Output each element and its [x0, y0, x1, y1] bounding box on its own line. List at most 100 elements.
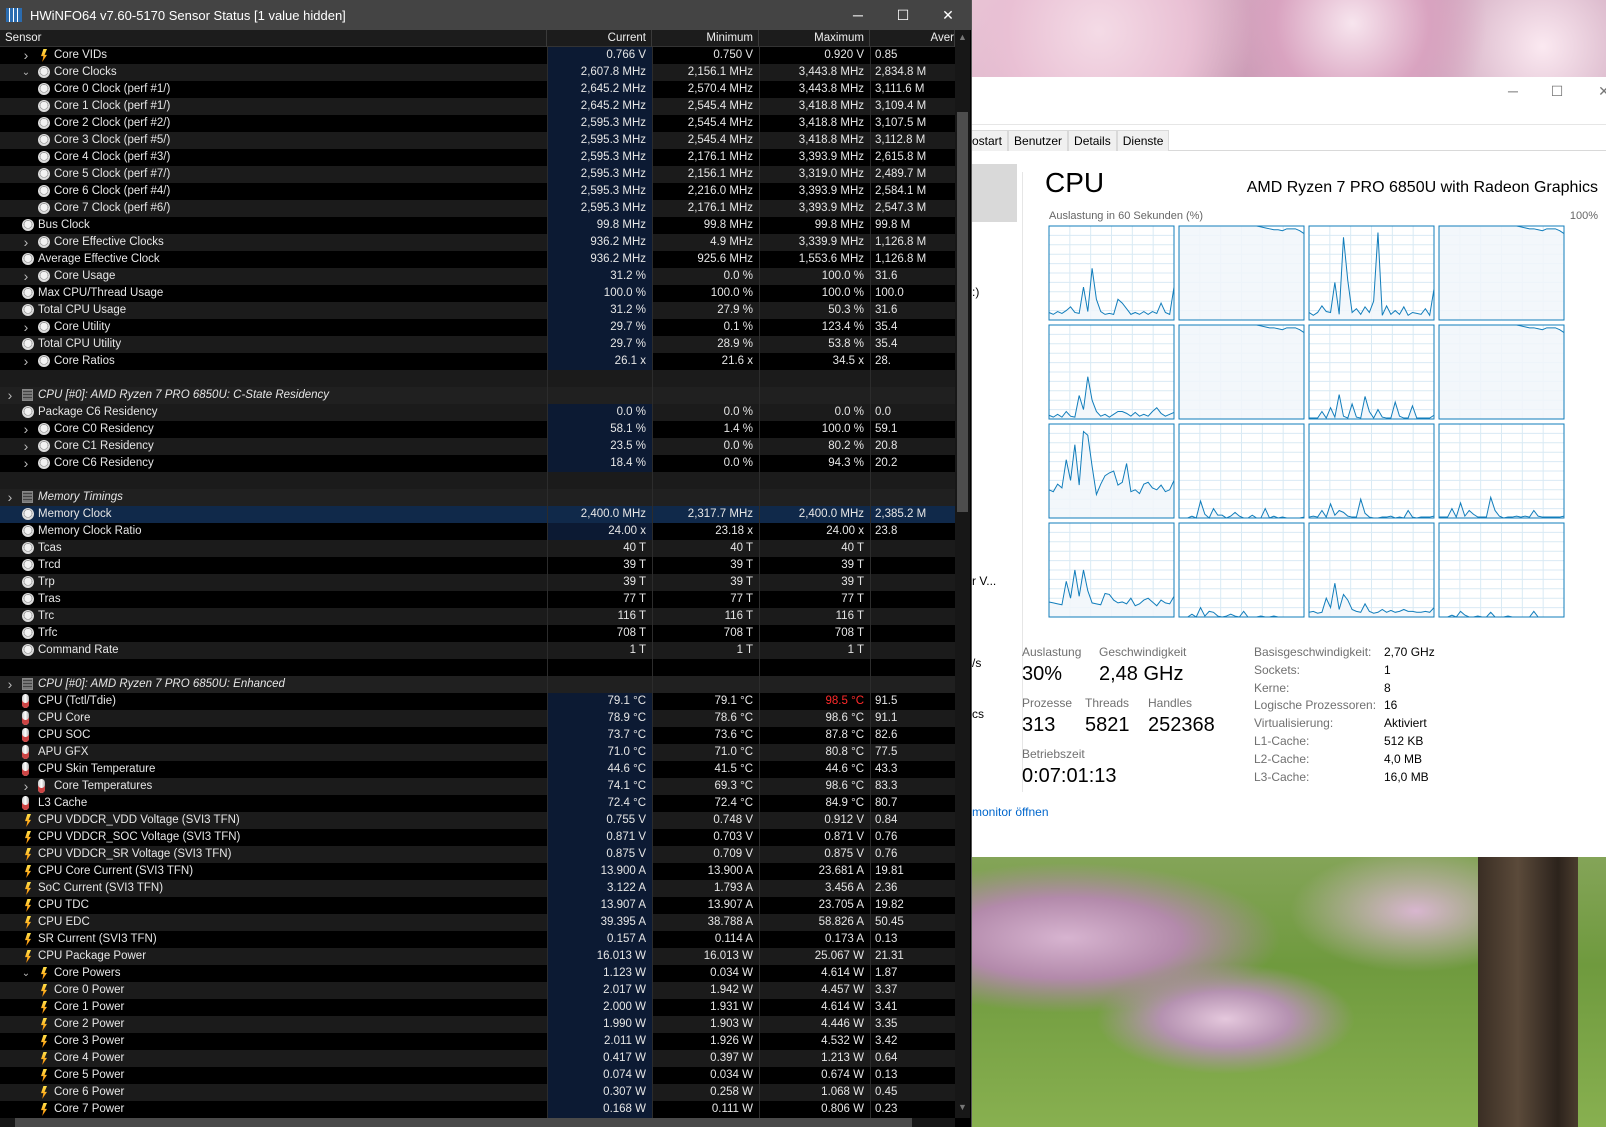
- hwinfo-titlebar[interactable]: HWiNFO64 v7.60-5170 Sensor Status [1 val…: [0, 0, 971, 30]
- sidebar-item-cpu[interactable]: [972, 164, 1017, 222]
- sensor-row[interactable]: CPU VDDCR_SR Voltage (SVI3 TFN) 0.875 V 0.…: [0, 846, 955, 863]
- sensor-row[interactable]: Total CPU Utility 29.7 % 28.9 % 53.8 % 35.4: [0, 336, 955, 353]
- sensor-row[interactable]: Trfc 708 T 708 T 708 T: [0, 625, 955, 642]
- sensor-row[interactable]: CPU TDC 13.907 A 13.907 A 23.705 A 19.82: [0, 897, 955, 914]
- tm-minimize-button[interactable]: ─: [1508, 83, 1518, 99]
- expand-chevron-icon[interactable]: ›: [23, 319, 29, 335]
- tab-dienste[interactable]: Dienste: [1116, 130, 1170, 151]
- scroll-down-icon[interactable]: ▼: [958, 1102, 967, 1112]
- tm-maximize-button[interactable]: ☐: [1550, 83, 1564, 99]
- sensor-row[interactable]: CPU Skin Temperature 44.6 °C 41.5 °C 44.6 °…: [0, 761, 955, 778]
- close-button[interactable]: ✕: [942, 7, 954, 23]
- sidebar-clipped-text[interactable]: r V...: [972, 574, 997, 588]
- vertical-scrollbar[interactable]: ▲ ▼: [955, 30, 970, 1118]
- sensor-row[interactable]: Core 2 Power 1.990 W 1.903 W 4.446 W 3.35: [0, 1016, 955, 1033]
- sensor-row[interactable]: Average Effective Clock 936.2 MHz 925.6 MH…: [0, 251, 955, 268]
- sensor-row[interactable]: Bus Clock 99.8 MHz 99.8 MHz 99.8 MHz 99.8 M: [0, 217, 955, 234]
- expand-chevron-icon[interactable]: ›: [7, 489, 13, 505]
- sensor-row[interactable]: Core 1 Power 2.000 W 1.931 W 4.614 W 3.41: [0, 999, 955, 1016]
- expand-chevron-icon[interactable]: ›: [7, 387, 13, 403]
- minimize-button[interactable]: ─: [853, 7, 863, 23]
- sensor-group-row[interactable]: › CPU [#0]: AMD Ryzen 7 PRO 6850U: Enhanc…: [0, 676, 955, 693]
- sidebar-clipped-text[interactable]: cs: [972, 707, 984, 721]
- sensor-group-row[interactable]: › CPU [#0]: AMD Ryzen 7 PRO 6850U: C-Stat…: [0, 387, 955, 404]
- sensor-row[interactable]: CPU Core Current (SVI3 TFN) 13.900 A 13.90…: [0, 863, 955, 880]
- sensor-row[interactable]: › Core Utility 29.7 % 0.1 % 123.4 % 35.4: [0, 319, 955, 336]
- sensor-row[interactable]: Core 7 Power 0.168 W 0.111 W 0.806 W 0.23: [0, 1101, 955, 1118]
- sensor-row[interactable]: Memory Clock 2,400.0 MHz 2,317.7 MHz 2,400.…: [0, 506, 955, 523]
- expand-chevron-icon[interactable]: ›: [23, 353, 29, 369]
- expand-chevron-icon[interactable]: ›: [23, 47, 29, 63]
- sensor-row[interactable]: Total CPU Usage 31.2 % 27.9 % 50.3 % 31.6: [0, 302, 955, 319]
- sensor-row[interactable]: › Core VIDs 0.766 V 0.750 V 0.920 V 0.85: [0, 47, 955, 64]
- sensor-row[interactable]: › Core Ratios 26.1 x 21.6 x 34.5 x 28.: [0, 353, 955, 370]
- column-sensor[interactable]: Sensor: [0, 30, 547, 47]
- sensor-row[interactable]: Core 4 Power 0.417 W 0.397 W 1.213 W 0.64: [0, 1050, 955, 1067]
- sensor-row[interactable]: › Core C0 Residency 58.1 % 1.4 % 100.0 % 59.1: [0, 421, 955, 438]
- sidebar-clipped-text[interactable]: /s: [972, 656, 982, 670]
- sensor-row[interactable]: Core 0 Power 2.017 W 1.942 W 4.457 W 3.37: [0, 982, 955, 999]
- sensor-list[interactable]: › Core VIDs 0.766 V 0.750 V 0.920 V 0.85 ⌄ Core…: [0, 47, 955, 1118]
- horizontal-scrollbar-thumb[interactable]: [15, 1118, 912, 1127]
- expand-chevron-icon[interactable]: ›: [23, 268, 29, 284]
- sensor-row[interactable]: Core 5 Power 0.074 W 0.034 W 0.674 W 0.13: [0, 1067, 955, 1084]
- sensor-group-row[interactable]: › Memory Timings: [0, 489, 955, 506]
- sensor-row[interactable]: › Core Effective Clocks 936.2 MHz 4.9 MHz 3,…: [0, 234, 955, 251]
- sensor-row[interactable]: Tras 77 T 77 T 77 T: [0, 591, 955, 608]
- sensor-row[interactable]: Core 5 Clock (perf #7/) 2,595.3 MHz 2,156.…: [0, 166, 955, 183]
- sensor-row[interactable]: Package C6 Residency 0.0 % 0.0 % 0.0 % 0.0: [0, 404, 955, 421]
- sensor-row[interactable]: Trp 39 T 39 T 39 T: [0, 574, 955, 591]
- horizontal-scrollbar[interactable]: [0, 1118, 955, 1127]
- sensor-row[interactable]: Core 2 Clock (perf #2/) 2,595.3 MHz 2,545.…: [0, 115, 955, 132]
- expand-chevron-icon[interactable]: ›: [23, 234, 29, 250]
- sensor-row[interactable]: › Core C6 Residency 18.4 % 0.0 % 94.3 % 20.2: [0, 455, 955, 472]
- collapse-chevron-icon[interactable]: ⌄: [21, 968, 31, 979]
- sensor-row[interactable]: CPU Core 78.9 °C 78.6 °C 98.6 °C 91.1: [0, 710, 955, 727]
- column-minimum[interactable]: Minimum: [652, 30, 759, 47]
- expand-chevron-icon[interactable]: ›: [23, 778, 29, 794]
- sensor-row[interactable]: Core 3 Clock (perf #5/) 2,595.3 MHz 2,545.…: [0, 132, 955, 149]
- maximize-button[interactable]: ☐: [896, 7, 910, 23]
- scrollbar-thumb[interactable]: [957, 112, 968, 512]
- column-maximum[interactable]: Maximum: [759, 30, 870, 47]
- sensor-row[interactable]: Core 6 Clock (perf #4/) 2,595.3 MHz 2,216.…: [0, 183, 955, 200]
- sensor-row[interactable]: CPU (Tctl/Tdie) 79.1 °C 79.1 °C 98.5 °C 91.5: [0, 693, 955, 710]
- sensor-row[interactable]: Core 4 Clock (perf #3/) 2,595.3 MHz 2,176.…: [0, 149, 955, 166]
- sensor-row[interactable]: SoC Current (SVI3 TFN) 3.122 A 1.793 A 3.45…: [0, 880, 955, 897]
- tm-close-button[interactable]: ✕: [1598, 83, 1606, 99]
- sensor-row[interactable]: Trcd 39 T 39 T 39 T: [0, 557, 955, 574]
- sensor-row[interactable]: Core 6 Power 0.307 W 0.258 W 1.068 W 0.45: [0, 1084, 955, 1101]
- sensor-row[interactable]: › Core C1 Residency 23.5 % 0.0 % 80.2 % 20.8: [0, 438, 955, 455]
- tab-benutzer[interactable]: Benutzer: [1008, 130, 1069, 151]
- sensor-row[interactable]: Core 3 Power 2.011 W 1.926 W 4.532 W 3.42: [0, 1033, 955, 1050]
- sensor-row[interactable]: Core 0 Clock (perf #1/) 2,645.2 MHz 2,570.…: [0, 81, 955, 98]
- cpu-usage-graphs[interactable]: [972, 77, 1606, 637]
- sensor-row[interactable]: SR Current (SVI3 TFN) 0.157 A 0.114 A 0.173…: [0, 931, 955, 948]
- column-current[interactable]: Current: [547, 30, 652, 47]
- tab-details[interactable]: Details: [1068, 130, 1117, 151]
- expand-chevron-icon[interactable]: ›: [23, 455, 29, 471]
- column-average[interactable]: Aver: [870, 30, 955, 47]
- sensor-row[interactable]: › Core Temperatures 74.1 °C 69.3 °C 98.6 °C 8…: [0, 778, 955, 795]
- sensor-row[interactable]: ⌄ Core Clocks 2,607.8 MHz 2,156.1 MHz 3,443.…: [0, 64, 955, 81]
- expand-chevron-icon[interactable]: ›: [23, 438, 29, 454]
- sensor-row[interactable]: Core 1 Clock (perf #1/) 2,645.2 MHz 2,545.…: [0, 98, 955, 115]
- sensor-row[interactable]: CPU EDC 39.395 A 38.788 A 58.826 A 50.45: [0, 914, 955, 931]
- tab-autostart[interactable]: ostart: [972, 130, 1009, 151]
- sidebar-clipped-text[interactable]: :): [972, 285, 980, 299]
- sensor-row[interactable]: › Core Usage 31.2 % 0.0 % 100.0 % 31.6: [0, 268, 955, 285]
- sensor-row[interactable]: APU GFX 71.0 °C 71.0 °C 80.8 °C 77.5: [0, 744, 955, 761]
- resource-monitor-link[interactable]: monitor öffnen: [972, 805, 1049, 819]
- sensor-row[interactable]: Trc 116 T 116 T 116 T: [0, 608, 955, 625]
- sensor-row[interactable]: Core 7 Clock (perf #6/) 2,595.3 MHz 2,176.…: [0, 200, 955, 217]
- sensor-row[interactable]: CPU SOC 73.7 °C 73.6 °C 87.8 °C 82.6: [0, 727, 955, 744]
- sensor-row[interactable]: L3 Cache 72.4 °C 72.4 °C 84.9 °C 80.7: [0, 795, 955, 812]
- sensor-row[interactable]: Max CPU/Thread Usage 100.0 % 100.0 % 100.0 …: [0, 285, 955, 302]
- collapse-chevron-icon[interactable]: ⌄: [21, 67, 31, 78]
- sensor-row[interactable]: Tcas 40 T 40 T 40 T: [0, 540, 955, 557]
- sensor-row[interactable]: ⌄ Core Powers 1.123 W 0.034 W 4.614 W 1.87: [0, 965, 955, 982]
